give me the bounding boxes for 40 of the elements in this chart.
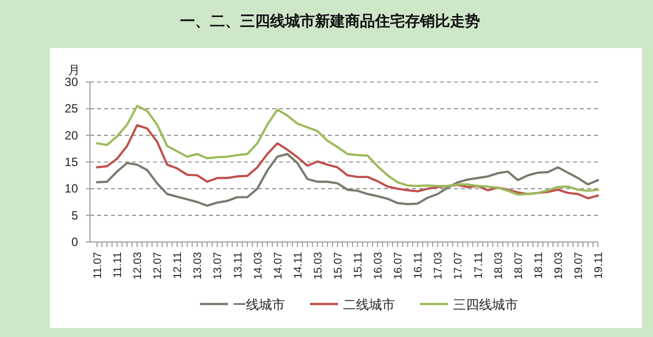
x-tick-label: 14.11 (292, 252, 304, 279)
x-tick-label: 18.03 (492, 252, 505, 280)
x-tick-label: 13.03 (192, 252, 204, 280)
x-tick-label: 16.07 (392, 252, 405, 280)
y-tick-label: 25 (64, 102, 78, 116)
x-tick-label: 12.07 (152, 252, 164, 280)
y-tick-label: 15 (64, 155, 78, 169)
x-tick-label: 14.03 (252, 252, 264, 280)
x-tick-label: 15.03 (312, 252, 324, 280)
x-tick-label: 16.11 (412, 252, 425, 279)
x-tick-label: 11.11 (112, 252, 124, 278)
x-tick-label: 12.03 (132, 252, 144, 280)
y-axis-title: 月 (68, 63, 80, 77)
x-tick-label: 18.11 (532, 252, 545, 279)
line-series (96, 124, 600, 200)
x-tick-label: 19.03 (552, 252, 565, 280)
x-tick-label: 17.11 (472, 252, 485, 279)
y-tick-label: 30 (64, 75, 78, 89)
x-tick-label: 17.03 (432, 252, 445, 280)
line-series (96, 104, 600, 196)
y-tick-label: 10 (64, 182, 78, 196)
x-tick-label: 16.03 (372, 252, 385, 280)
x-tick-label: 19.11 (593, 252, 605, 279)
x-tick-label: 15.11 (352, 252, 365, 279)
x-tick-label: 13.07 (212, 252, 224, 280)
y-tick-label: 5 (71, 208, 78, 222)
x-tick-label: 13.11 (232, 252, 244, 279)
chart-title: 一、二、三四线城市新建商品住宅存销比走势 (180, 12, 480, 30)
x-tick-label: 11.07 (92, 252, 104, 279)
legend-label: 二线城市 (343, 297, 395, 312)
x-tick-label: 15.07 (332, 252, 344, 280)
y-tick-label: 20 (64, 128, 78, 142)
legend-label: 一线城市 (233, 297, 285, 312)
x-tick-label: 19.07 (572, 252, 585, 280)
x-tick-label: 14.07 (272, 252, 284, 280)
y-tick-label: 0 (71, 235, 78, 249)
x-tick-label: 12.11 (172, 252, 184, 279)
x-tick-label: 18.07 (512, 252, 525, 280)
x-tick-label: 17.07 (452, 252, 465, 280)
legend-label: 三四线城市 (453, 297, 518, 312)
